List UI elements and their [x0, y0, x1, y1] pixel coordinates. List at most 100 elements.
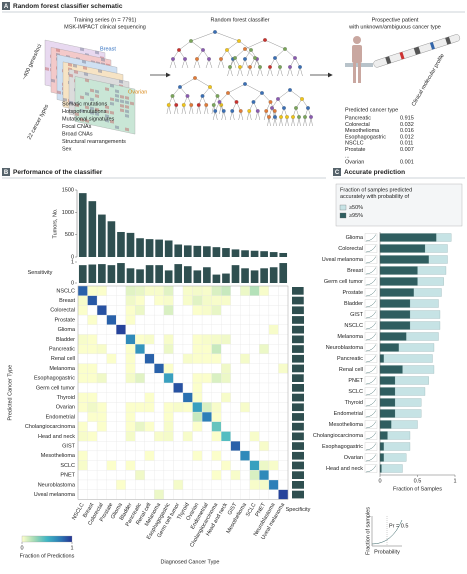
tree-edge	[244, 39, 266, 50]
heatmap-cell	[268, 295, 279, 306]
heatmap-cell	[125, 441, 136, 452]
sensitivity-bar	[260, 268, 268, 283]
heatmap-cell	[249, 450, 260, 461]
specificity-bar	[292, 364, 304, 373]
heatmap-cell	[201, 285, 212, 296]
bar	[379, 299, 411, 308]
heatmap-cell	[240, 324, 250, 335]
heatmap-cell	[144, 334, 155, 345]
heatmap-cell	[278, 285, 289, 296]
tree-node	[285, 115, 289, 119]
prediction-list: Pancreatic 0.915 Colorectal 0.032 Mesothelio…	[345, 115, 414, 165]
prediction-type: Pancreatic	[345, 115, 371, 121]
heatmap-cell	[221, 363, 231, 374]
heatmap-cell	[230, 411, 241, 422]
sparkline-box	[364, 244, 378, 253]
heatmap-cell	[135, 334, 145, 345]
heatmap-cell	[211, 363, 222, 374]
heatmap-cell	[249, 285, 260, 296]
prediction-prob: 0.011	[400, 141, 413, 147]
heatmap-cell	[211, 305, 222, 316]
tree-node	[174, 103, 179, 107]
bar	[379, 453, 384, 462]
prediction-type: Ovarian	[345, 160, 364, 166]
sensitivity-bar	[203, 267, 211, 283]
heatmap-cell	[125, 353, 136, 364]
heatmap-cell	[221, 470, 231, 481]
layer	[74, 76, 136, 135]
tree-node	[181, 103, 186, 107]
heatmap-cell	[125, 285, 136, 296]
sparkline	[365, 465, 377, 473]
heatmap-cell	[87, 441, 98, 452]
heatmap-cell	[249, 373, 260, 384]
sparkline-box	[364, 266, 378, 275]
y-tick-label: 1	[71, 259, 74, 265]
heatmap-cell	[163, 314, 174, 325]
heatmap-cell	[163, 353, 174, 364]
heatmap-cell	[201, 460, 212, 471]
heatmap-cell	[192, 460, 203, 471]
heatmap-cell	[182, 421, 193, 432]
y-tick-label: PNET	[348, 378, 363, 384]
tree-node	[238, 65, 242, 69]
heatmap-cell	[268, 411, 279, 422]
layer-cell	[130, 101, 134, 106]
heatmap-cell	[96, 489, 107, 500]
feature: Mutational signatures	[62, 116, 115, 122]
heatmap-cell	[116, 305, 126, 316]
heatmap-cell	[278, 402, 289, 413]
heatmap-cell	[87, 305, 98, 316]
heatmap-cell	[163, 470, 174, 481]
sensitivity-bar	[269, 267, 278, 283]
heatmap-cell	[221, 411, 231, 422]
legend-label: ≥50%	[349, 205, 363, 211]
layer-cell	[80, 108, 84, 113]
heatmap-cell	[278, 421, 289, 432]
heatmap-cell	[106, 305, 117, 316]
heatmap-cell	[125, 314, 136, 325]
heatmap-cell	[240, 305, 250, 316]
tree-node	[178, 85, 182, 89]
layer-cell	[95, 89, 99, 94]
heatmap-cell	[125, 334, 136, 345]
heatmap-cell	[87, 324, 98, 335]
prediction-type: NSCLC	[345, 141, 364, 147]
specificity-bar	[292, 296, 304, 305]
heatmap-cell	[211, 489, 222, 500]
heatmap-cell	[230, 421, 241, 432]
prediction-prob: 0.032	[400, 122, 414, 128]
heatmap-cell	[268, 470, 279, 481]
prediction-prob: 0.012	[400, 134, 414, 140]
heatmap-cell	[96, 353, 107, 364]
heatmap-cell	[106, 363, 117, 374]
count-bar	[136, 238, 144, 257]
heatmap-cell	[135, 344, 145, 355]
layer-cell	[105, 114, 109, 119]
count-bar	[98, 214, 106, 257]
heatmap-cell	[116, 285, 126, 296]
heatmap-cell	[182, 460, 193, 471]
tree-edge	[219, 92, 229, 103]
tree-node	[189, 103, 194, 107]
tree-node	[243, 57, 247, 61]
heatmap-cell	[135, 353, 145, 364]
heatmap-cell	[173, 450, 184, 461]
tree-edge	[274, 48, 286, 59]
y-tick-label: Germ cell tumor	[324, 279, 363, 285]
tree-edge	[179, 77, 196, 88]
heatmap-cell	[77, 392, 88, 403]
heatmap-cell	[192, 314, 203, 325]
heatmap-cell	[259, 334, 270, 345]
heatmap-cell	[173, 489, 184, 500]
heatmap-cell	[240, 334, 250, 345]
heatmap-cell	[221, 314, 231, 325]
heatmap-cell	[144, 285, 155, 296]
heatmap-cell	[230, 441, 241, 452]
heatmap-cell	[240, 363, 250, 374]
heatmap-cell	[211, 314, 222, 325]
layer-cell	[125, 105, 129, 109]
heatmap-cell	[87, 382, 98, 393]
layer-cell	[110, 110, 114, 115]
sparkline	[365, 300, 377, 308]
